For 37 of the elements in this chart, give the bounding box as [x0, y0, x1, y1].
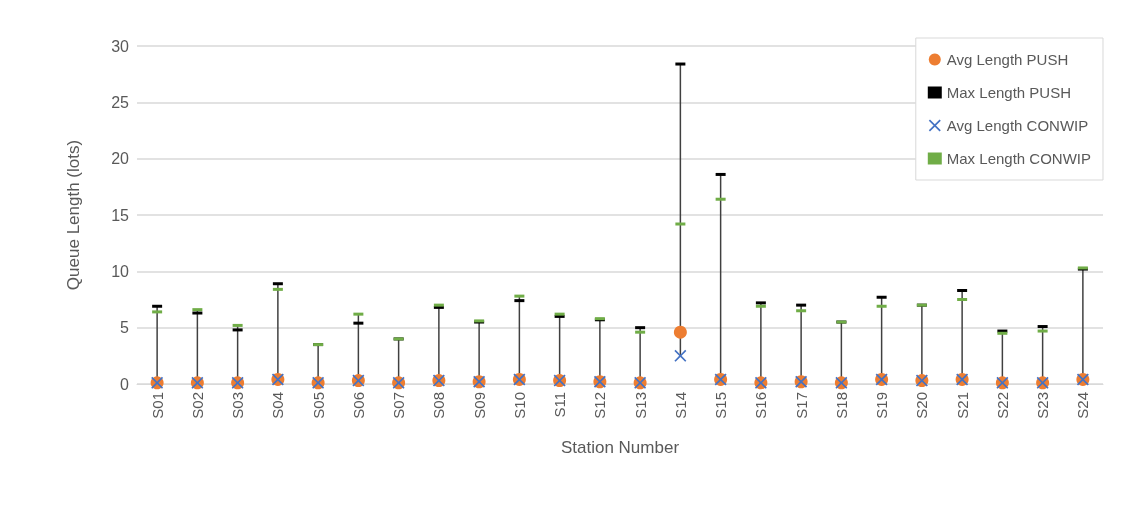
x-tick-label: S15	[712, 392, 730, 419]
x-tick-label: S19	[873, 392, 891, 419]
x-tick-label: S23	[1034, 392, 1052, 419]
x-tick-label: S20	[913, 392, 931, 419]
legend-label: Max Length PUSH	[946, 84, 1072, 101]
x-tick-label: S09	[470, 392, 488, 419]
x-tick-label: S10	[510, 392, 528, 419]
y-tick-label: 10	[111, 262, 130, 280]
y-tick-label: 15	[111, 206, 130, 224]
x-tick-label: S11	[551, 392, 569, 418]
x-tick-label: S02	[188, 392, 206, 419]
x-tick-label: S13	[631, 392, 649, 419]
y-tick-label: 0	[120, 375, 130, 393]
x-tick-label: S21	[953, 392, 971, 419]
y-tick-label: 30	[111, 37, 130, 55]
x-tick-label: S03	[229, 392, 247, 419]
y-tick-label: 25	[111, 93, 130, 111]
legend-label: Avg Length PUSH	[946, 51, 1069, 68]
y-axis-title: Queue Length (lots)	[64, 139, 83, 291]
legend-label: Max Length CONWIP	[946, 150, 1091, 167]
x-tick-label: S01	[148, 392, 166, 419]
x-tick-label: S22	[993, 392, 1011, 419]
y-tick-label: 5	[120, 319, 130, 337]
x-tick-label: S05	[309, 392, 327, 419]
legend-label: Avg Length CONWIP	[946, 117, 1089, 134]
x-tick-label: S06	[349, 392, 367, 419]
y-tick-label: 20	[111, 150, 130, 168]
x-tick-label: S12	[591, 392, 609, 419]
x-tick-label: S08	[430, 392, 448, 419]
x-tick-label: S07	[390, 392, 408, 419]
x-tick-label: S24	[1074, 392, 1092, 419]
x-tick-label: S04	[269, 392, 287, 419]
x-axis-title: Station Number	[560, 438, 680, 457]
x-tick-label: S16	[752, 392, 770, 419]
x-tick-label: S18	[832, 392, 850, 419]
x-tick-label: S17	[792, 392, 810, 419]
x-tick-label: S14	[671, 392, 689, 419]
